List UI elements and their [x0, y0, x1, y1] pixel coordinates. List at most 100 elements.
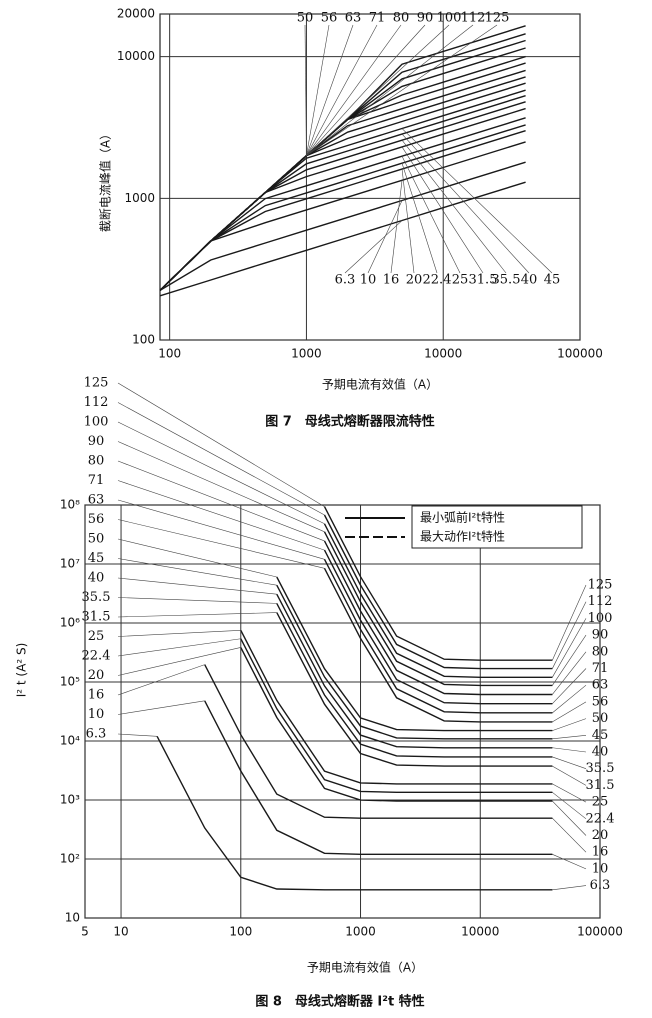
series-label: 6.3 [335, 273, 356, 288]
series-label: 45 [544, 273, 561, 288]
series-label: 6.3 [590, 878, 611, 893]
label-leader [552, 618, 587, 678]
label-leader [306, 24, 450, 156]
label-leader [117, 612, 277, 618]
series-label: 80 [592, 644, 609, 659]
label-leader [401, 169, 415, 274]
series-label: 6.3 [86, 727, 107, 742]
x-axis-label: 予期电流有效值（A） [322, 377, 438, 392]
series-label: 125 [84, 376, 109, 391]
y-tick-label: 10⁴ [60, 734, 80, 748]
label-leader [117, 638, 241, 657]
x-tick-label: 1000 [345, 925, 376, 939]
label-leader [552, 735, 587, 740]
curve [323, 514, 553, 670]
label-leader [552, 747, 587, 753]
label-leader [552, 817, 587, 853]
series-label: 56 [321, 11, 338, 26]
label-leader [552, 756, 587, 769]
series-label: 80 [393, 11, 410, 26]
y-tick-label: 1000 [124, 191, 155, 205]
series-label: 31.5 [586, 778, 615, 793]
curve [323, 540, 553, 696]
series-label: 112 [588, 594, 613, 609]
series-label: 112 [84, 395, 109, 410]
label-leader [117, 700, 205, 715]
y-tick-label: 10⁷ [60, 557, 80, 571]
series-label: 71 [592, 661, 609, 676]
curve [276, 584, 553, 740]
series-label: 50 [592, 711, 609, 726]
curve [323, 506, 553, 661]
label-leader [306, 24, 402, 156]
series-label: 22.4 [82, 649, 111, 664]
y-tick-label: 10⁸ [60, 498, 80, 512]
curve [276, 593, 553, 749]
series-label: 100 [437, 11, 462, 26]
curve [323, 523, 553, 678]
series-label: 20 [88, 668, 105, 683]
curve [240, 638, 553, 793]
series-label: 10 [360, 273, 377, 288]
label-leader [552, 765, 587, 786]
series-label: 50 [88, 532, 105, 547]
label-leader [552, 792, 587, 820]
x-tick-label: 5 [81, 925, 89, 939]
series-label: 16 [88, 688, 105, 703]
label-leader [401, 156, 461, 274]
y-tick-label: 10³ [60, 793, 80, 807]
label-leader [306, 24, 354, 156]
label-leader [401, 163, 438, 274]
label-leader [117, 382, 325, 507]
label-leader [552, 668, 587, 704]
series-label: 10 [88, 707, 105, 722]
label-leader [117, 480, 325, 551]
series-label: 80 [88, 454, 105, 469]
label-leader [306, 24, 498, 156]
series-label: 71 [88, 473, 105, 488]
series-label: 56 [592, 694, 609, 709]
x-tick-label: 10 [113, 925, 128, 939]
curve [156, 735, 553, 891]
label-leader [117, 519, 325, 569]
curve [159, 181, 526, 297]
series-label: 45 [88, 551, 105, 566]
series-label: 40 [88, 571, 105, 586]
series-label: 125 [588, 578, 613, 593]
label-leader [390, 180, 403, 274]
label-leader [367, 200, 403, 274]
label-leader [552, 885, 587, 891]
legend-label: 最大动作I²t特性 [420, 529, 505, 544]
curve [240, 647, 553, 802]
series-label: 31.5 [469, 273, 498, 288]
series-label: 16 [592, 845, 609, 860]
x-tick-label: 100 [229, 925, 252, 939]
label-leader [401, 146, 484, 274]
series-label: 35.5 [82, 590, 111, 605]
curve [204, 664, 553, 819]
series-label: 22.4 [423, 273, 452, 288]
curve [159, 141, 526, 291]
label-leader [306, 24, 378, 156]
series-label: 40 [592, 745, 609, 760]
series-label: 25 [88, 629, 105, 644]
series-label: 125 [485, 11, 510, 26]
series-label: 112 [461, 11, 486, 26]
curve [159, 89, 526, 291]
curve [276, 576, 553, 732]
curve [323, 558, 553, 714]
series-label: 90 [417, 11, 434, 26]
x-axis-label: 予期电流有效值（A） [307, 960, 423, 975]
label-leader [117, 499, 325, 560]
label-leader [117, 597, 277, 604]
curve [159, 62, 526, 291]
label-leader [552, 783, 587, 803]
label-leader [552, 651, 587, 695]
legend-box [411, 505, 583, 549]
label-leader [401, 133, 530, 274]
curve [323, 531, 553, 687]
label-leader [117, 577, 277, 595]
x-tick-label: 1000 [291, 347, 322, 361]
y-axis-label: 截断电流峰值（A） [98, 128, 113, 232]
label-leader [552, 634, 587, 686]
